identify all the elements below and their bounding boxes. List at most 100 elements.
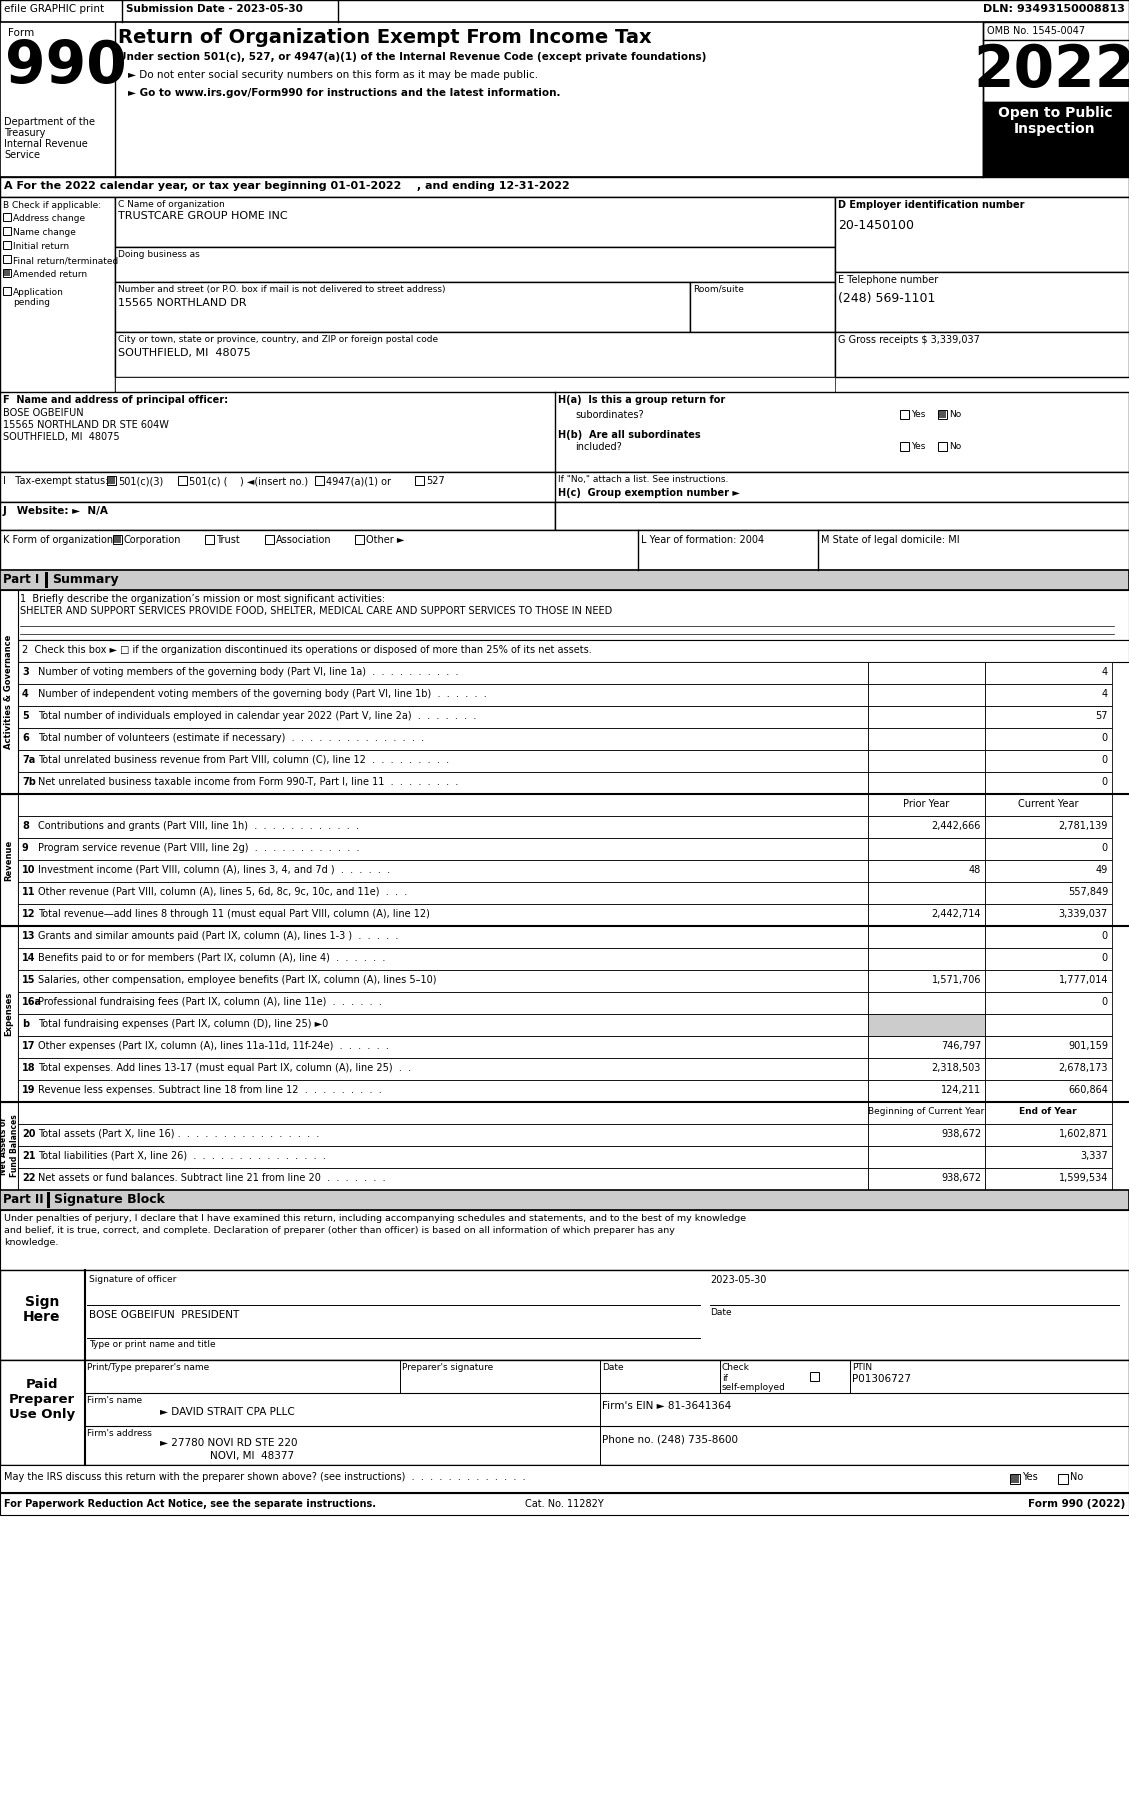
Bar bbox=[0, 22, 1129, 178]
Bar bbox=[18, 795, 868, 816]
Text: 4947(a)(1) or: 4947(a)(1) or bbox=[326, 475, 391, 486]
Bar bbox=[868, 1014, 984, 1036]
Bar bbox=[18, 992, 868, 1014]
Text: Other expenses (Part IX, column (A), lines 11a-11d, 11f-24e)  .  .  .  .  .  .: Other expenses (Part IX, column (A), lin… bbox=[38, 1041, 388, 1050]
Text: Revenue less expenses. Subtract line 18 from line 12  .  .  .  .  .  .  .  .  .: Revenue less expenses. Subtract line 18 … bbox=[38, 1085, 382, 1096]
Bar bbox=[868, 860, 984, 882]
Bar bbox=[868, 662, 984, 684]
Bar bbox=[0, 502, 555, 530]
Text: Activities & Governance: Activities & Governance bbox=[5, 635, 14, 749]
Bar bbox=[18, 1146, 868, 1168]
Text: Here: Here bbox=[24, 1310, 61, 1324]
Bar bbox=[18, 1036, 868, 1058]
Text: May the IRS discuss this return with the preparer shown above? (see instructions: May the IRS discuss this return with the… bbox=[5, 1471, 526, 1482]
Text: SHELTER AND SUPPORT SERVICES PROVIDE FOOD, SHELTER, MEDICAL CARE AND SUPPORT SER: SHELTER AND SUPPORT SERVICES PROVIDE FOO… bbox=[20, 606, 612, 617]
Bar bbox=[0, 1210, 1129, 1270]
Bar bbox=[0, 1360, 1129, 1466]
Text: Service: Service bbox=[5, 151, 40, 160]
Bar bbox=[938, 443, 947, 452]
Text: Under section 501(c), 527, or 4947(a)(1) of the Internal Revenue Code (except pr: Under section 501(c), 527, or 4947(a)(1)… bbox=[119, 53, 707, 62]
Text: Total revenue—add lines 8 through 11 (must equal Part VIII, column (A), line 12): Total revenue—add lines 8 through 11 (mu… bbox=[38, 909, 430, 920]
Bar bbox=[18, 640, 1129, 662]
Bar bbox=[984, 1036, 1112, 1058]
Bar bbox=[984, 1125, 1112, 1146]
Bar bbox=[265, 535, 274, 544]
Text: 4: 4 bbox=[21, 689, 28, 698]
Text: Summary: Summary bbox=[52, 573, 119, 586]
Text: 11: 11 bbox=[21, 887, 35, 896]
Bar bbox=[18, 1058, 868, 1079]
Text: Prior Year: Prior Year bbox=[903, 798, 949, 809]
Text: 9: 9 bbox=[21, 844, 28, 853]
Bar bbox=[0, 1101, 18, 1190]
Text: (248) 569-1101: (248) 569-1101 bbox=[838, 292, 935, 305]
Text: 15565 NORTHLAND DR STE 604W: 15565 NORTHLAND DR STE 604W bbox=[3, 421, 169, 430]
Text: efile GRAPHIC print: efile GRAPHIC print bbox=[5, 4, 104, 15]
Text: 3,337: 3,337 bbox=[1080, 1152, 1108, 1161]
Bar bbox=[0, 925, 18, 1101]
Text: 0: 0 bbox=[1102, 733, 1108, 744]
Bar bbox=[1010, 1475, 1019, 1484]
Bar bbox=[868, 970, 984, 992]
Text: 7a: 7a bbox=[21, 755, 35, 766]
Bar bbox=[809, 1371, 819, 1380]
Text: ► Go to www.irs.gov/Form990 for instructions and the latest information.: ► Go to www.irs.gov/Form990 for instruct… bbox=[128, 89, 560, 98]
Text: 0: 0 bbox=[1102, 952, 1108, 963]
Bar bbox=[107, 475, 116, 484]
Bar bbox=[0, 590, 1129, 640]
Bar bbox=[984, 1058, 1112, 1079]
Text: DLN: 93493150008813: DLN: 93493150008813 bbox=[983, 4, 1124, 15]
Text: Net unrelated business taxable income from Form 990-T, Part I, line 11  .  .  . : Net unrelated business taxable income fr… bbox=[38, 776, 458, 787]
Text: Name change: Name change bbox=[14, 229, 76, 238]
Text: Number and street (or P.O. box if mail is not delivered to street address): Number and street (or P.O. box if mail i… bbox=[119, 285, 446, 294]
Text: Doing business as: Doing business as bbox=[119, 250, 200, 259]
Text: H(b)  Are all subordinates: H(b) Are all subordinates bbox=[558, 430, 701, 441]
Text: 19: 19 bbox=[21, 1085, 35, 1096]
Bar bbox=[835, 198, 1129, 272]
Bar bbox=[0, 178, 1129, 198]
Text: Firm's name: Firm's name bbox=[87, 1397, 142, 1406]
Bar bbox=[984, 684, 1112, 706]
Bar bbox=[984, 949, 1112, 970]
Text: Check: Check bbox=[723, 1362, 750, 1371]
Text: Current Year: Current Year bbox=[1017, 798, 1078, 809]
Bar bbox=[868, 816, 984, 838]
Text: If "No," attach a list. See instructions.: If "No," attach a list. See instructions… bbox=[558, 475, 728, 484]
Bar bbox=[868, 684, 984, 706]
Text: 1,777,014: 1,777,014 bbox=[1059, 974, 1108, 985]
Text: SOUTHFIELD, MI  48075: SOUTHFIELD, MI 48075 bbox=[119, 348, 251, 357]
Bar bbox=[18, 903, 868, 925]
Bar bbox=[18, 749, 868, 773]
Text: ► 27780 NOVI RD STE 220: ► 27780 NOVI RD STE 220 bbox=[160, 1439, 298, 1448]
Text: 0: 0 bbox=[1102, 844, 1108, 853]
Text: PTIN: PTIN bbox=[852, 1362, 872, 1371]
Text: Total number of volunteers (estimate if necessary)  .  .  .  .  .  .  .  .  .  .: Total number of volunteers (estimate if … bbox=[38, 733, 425, 744]
Text: 13: 13 bbox=[21, 931, 35, 941]
Text: 10: 10 bbox=[21, 865, 35, 874]
Bar bbox=[0, 1466, 1129, 1493]
Text: Address change: Address change bbox=[14, 214, 85, 223]
Text: 15: 15 bbox=[21, 974, 35, 985]
Text: Amended return: Amended return bbox=[14, 270, 87, 279]
Text: Salaries, other compensation, employee benefits (Part IX, column (A), lines 5–10: Salaries, other compensation, employee b… bbox=[38, 974, 437, 985]
Bar bbox=[18, 1101, 868, 1125]
Bar bbox=[868, 1058, 984, 1079]
Bar bbox=[18, 838, 868, 860]
Bar bbox=[983, 22, 1129, 178]
Bar bbox=[3, 256, 11, 263]
Text: 1,599,534: 1,599,534 bbox=[1059, 1174, 1108, 1183]
Text: Form 990 (2022): Form 990 (2022) bbox=[1027, 1498, 1124, 1509]
Bar bbox=[690, 281, 835, 332]
Text: if: if bbox=[723, 1373, 728, 1382]
Bar bbox=[0, 530, 1129, 570]
Text: 0: 0 bbox=[1102, 776, 1108, 787]
Text: 527: 527 bbox=[426, 475, 445, 486]
Text: 20-1450100: 20-1450100 bbox=[838, 219, 914, 232]
Bar bbox=[3, 287, 11, 296]
Bar bbox=[868, 1146, 984, 1168]
Text: 0: 0 bbox=[1102, 931, 1108, 941]
Text: 0: 0 bbox=[1102, 998, 1108, 1007]
Text: 49: 49 bbox=[1096, 865, 1108, 874]
Bar bbox=[868, 1101, 984, 1125]
Text: L Year of formation: 2004: L Year of formation: 2004 bbox=[641, 535, 764, 544]
